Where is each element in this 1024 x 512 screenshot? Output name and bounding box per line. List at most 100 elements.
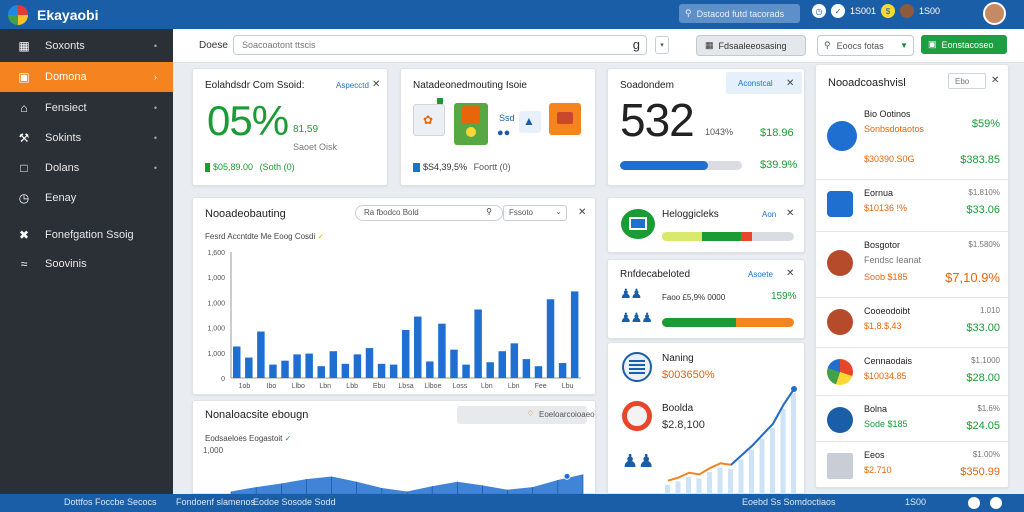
- list-item-sub: $1,8.$,43: [864, 321, 902, 331]
- bar: [341, 363, 350, 378]
- area-marker: [563, 472, 571, 480]
- sidebar-item-fensiect[interactable]: ⌂ Fensiect •: [0, 93, 173, 123]
- toolbar-primary-label: Eonstacoseo: [941, 39, 994, 50]
- bar: [486, 362, 494, 378]
- document-icon: [622, 352, 652, 382]
- chart2-button[interactable]: ♢ Eoeloarcoioaeo: [457, 406, 595, 424]
- list-item-sub: $10136 !%: [864, 203, 908, 213]
- bar: [245, 357, 253, 378]
- sidebar-item-dolans[interactable]: □ Dolans •: [0, 153, 173, 183]
- help-icon[interactable]: [968, 497, 980, 509]
- home-icon: ⌂: [20, 101, 28, 115]
- list-item[interactable]: Eeos $2.710 $1.00% $350.99: [816, 441, 1008, 487]
- fish-icon: ▲: [523, 114, 535, 128]
- sidebar-item-label: Soxonts: [45, 40, 85, 52]
- card1-side-value: 81,59: [293, 124, 319, 135]
- trend-bar: [770, 427, 775, 493]
- monitor-screen-icon: [629, 217, 647, 230]
- sidebar-item-domona[interactable]: ▣ Domona ›: [0, 62, 173, 92]
- sidebar-item-fonefgation[interactable]: ✖ Fonefgation Ssoig: [0, 220, 173, 250]
- y-tick-label: 1,000: [207, 275, 225, 282]
- sidebar-item-eenay[interactable]: ◷ Eenay: [0, 183, 173, 213]
- note-tile-icon[interactable]: [549, 103, 581, 135]
- toolbar-search-input[interactable]: Soacoaotont ttscis g: [233, 35, 647, 55]
- trend-bar: [696, 478, 702, 493]
- coin-icon[interactable]: $: [881, 4, 896, 18]
- settings-icon[interactable]: [990, 497, 1002, 509]
- list-item-val: $7,10.9%: [945, 270, 1000, 285]
- chart1-filter-input[interactable]: Ra fbodco Bold ⚲: [355, 205, 503, 221]
- card1-footer-value: $05,89.00: [213, 162, 254, 172]
- list-item[interactable]: Cooeodoibt $1,8.$,43 1.010 $33.00: [816, 297, 1008, 347]
- close-icon[interactable]: ✕: [786, 268, 795, 279]
- close-icon[interactable]: ✕: [786, 208, 795, 219]
- monitor-icon: [621, 209, 655, 239]
- building-icon: [827, 453, 853, 479]
- list-item-pct: $1.6%: [977, 404, 1000, 413]
- close-icon[interactable]: ✕: [991, 75, 1000, 86]
- close-icon[interactable]: ✕: [372, 79, 381, 90]
- bar: [414, 316, 422, 378]
- team-icon: ♟♟: [622, 451, 655, 471]
- sidebar-item-soovinis[interactable]: ≈ Soovinis: [0, 249, 173, 279]
- check-icon: ✓: [317, 232, 325, 241]
- close-icon[interactable]: ✕: [578, 207, 587, 218]
- close-icon[interactable]: ✕: [786, 78, 795, 89]
- card5-link[interactable]: Asoete: [748, 270, 773, 279]
- clock-icon: ◷: [18, 191, 30, 205]
- yellow-circle-icon: [466, 127, 476, 137]
- list-item[interactable]: Bosgotor Fendsc Ieanat Soob $185 $1.580%…: [816, 231, 1008, 297]
- card3-link[interactable]: Aconstcal: [738, 79, 773, 88]
- toolbar-primary-button[interactable]: ▣ Eonstacoseo: [921, 35, 1007, 54]
- chart1-select[interactable]: Fssoto ⌄: [503, 205, 567, 221]
- sidebar-item-label: Dolans: [45, 162, 80, 174]
- card5-progress-fill: [662, 318, 736, 327]
- bar: [233, 346, 241, 378]
- right-panel-select[interactable]: Ebo: [948, 73, 986, 89]
- avatar[interactable]: [983, 2, 1006, 25]
- toolbar-action-button[interactable]: ▦ Fdsaaleeosasing: [696, 35, 806, 56]
- x-tick-label: Lbn: [319, 383, 331, 390]
- sidebar-item-soxonts[interactable]: ▦ Soxonts •: [0, 31, 173, 61]
- clock-icon[interactable]: ◷: [812, 4, 826, 18]
- list-item[interactable]: Bio Ootinos Sonbsdotaotos $59% $30390.S0…: [816, 99, 1008, 179]
- orange-tile-icon[interactable]: [454, 103, 488, 145]
- card1-link[interactable]: Aspecctd: [336, 81, 369, 90]
- leaf-tile-icon[interactable]: ✿: [413, 104, 445, 136]
- segment-1: [701, 232, 742, 241]
- top-search-placeholder: Dstacod futd tacorads: [696, 8, 785, 19]
- card5-progress: [662, 318, 794, 327]
- list-item[interactable]: Bolna Sode $185 $1.6% $24.05: [816, 395, 1008, 441]
- list-item-val: $28.00: [966, 372, 1000, 384]
- shield-icon[interactable]: ✓: [831, 4, 845, 18]
- bar: [353, 354, 362, 378]
- user-icon[interactable]: [900, 4, 915, 18]
- card-trend: Naning $003650% Boolda $2.8,100 ♟♟: [607, 342, 805, 494]
- search-icon: ⚲: [486, 207, 492, 216]
- bar: [281, 360, 289, 378]
- card4-link[interactable]: Aon: [762, 210, 777, 219]
- toolbar-search-value: Soacoaotont ttscis: [242, 40, 316, 50]
- toolbar-select[interactable]: ⚲ Eoocs fotas ▼: [817, 35, 914, 56]
- trend-bar: [675, 481, 681, 493]
- list-item[interactable]: Eornua $10136 !% $1.810% $33.06: [816, 179, 1008, 231]
- card6-row1-value: $003650%: [662, 369, 715, 381]
- x-tick-label: Lbsa: [398, 383, 413, 390]
- card2-footer-value: $S4,39,5%: [423, 162, 468, 172]
- sidebar-item-sokints[interactable]: ⚒ Sokints •: [0, 123, 173, 153]
- x-tick-label: Lbu: [562, 383, 574, 390]
- chart2-button-icon: ♢: [527, 409, 535, 418]
- fish-tile-icon[interactable]: ▲: [519, 111, 541, 133]
- list-item[interactable]: Cennaodais $10034.85 $1.1000 $28.00: [816, 347, 1008, 395]
- card1-footer: $05,89.00 (Soth (0): [205, 162, 295, 173]
- trend-line-base: [667, 388, 795, 482]
- green-dot-icon: [437, 98, 443, 104]
- trend-bar: [759, 438, 765, 493]
- chart1-title: Nooadeobauting: [205, 208, 286, 220]
- chevron-right-icon: ›: [154, 72, 157, 82]
- card-tiles: Natadeonedmouting Isoie ✿ Ssd ●● ▲ $S4,3…: [400, 68, 596, 186]
- chevron-icon: •: [153, 103, 157, 113]
- top-search-input[interactable]: ⚲ Dstacod futd tacorads: [679, 4, 800, 23]
- chevron-down-icon[interactable]: ▾: [655, 36, 669, 54]
- sidebar-item-label: Fensiect: [45, 102, 87, 114]
